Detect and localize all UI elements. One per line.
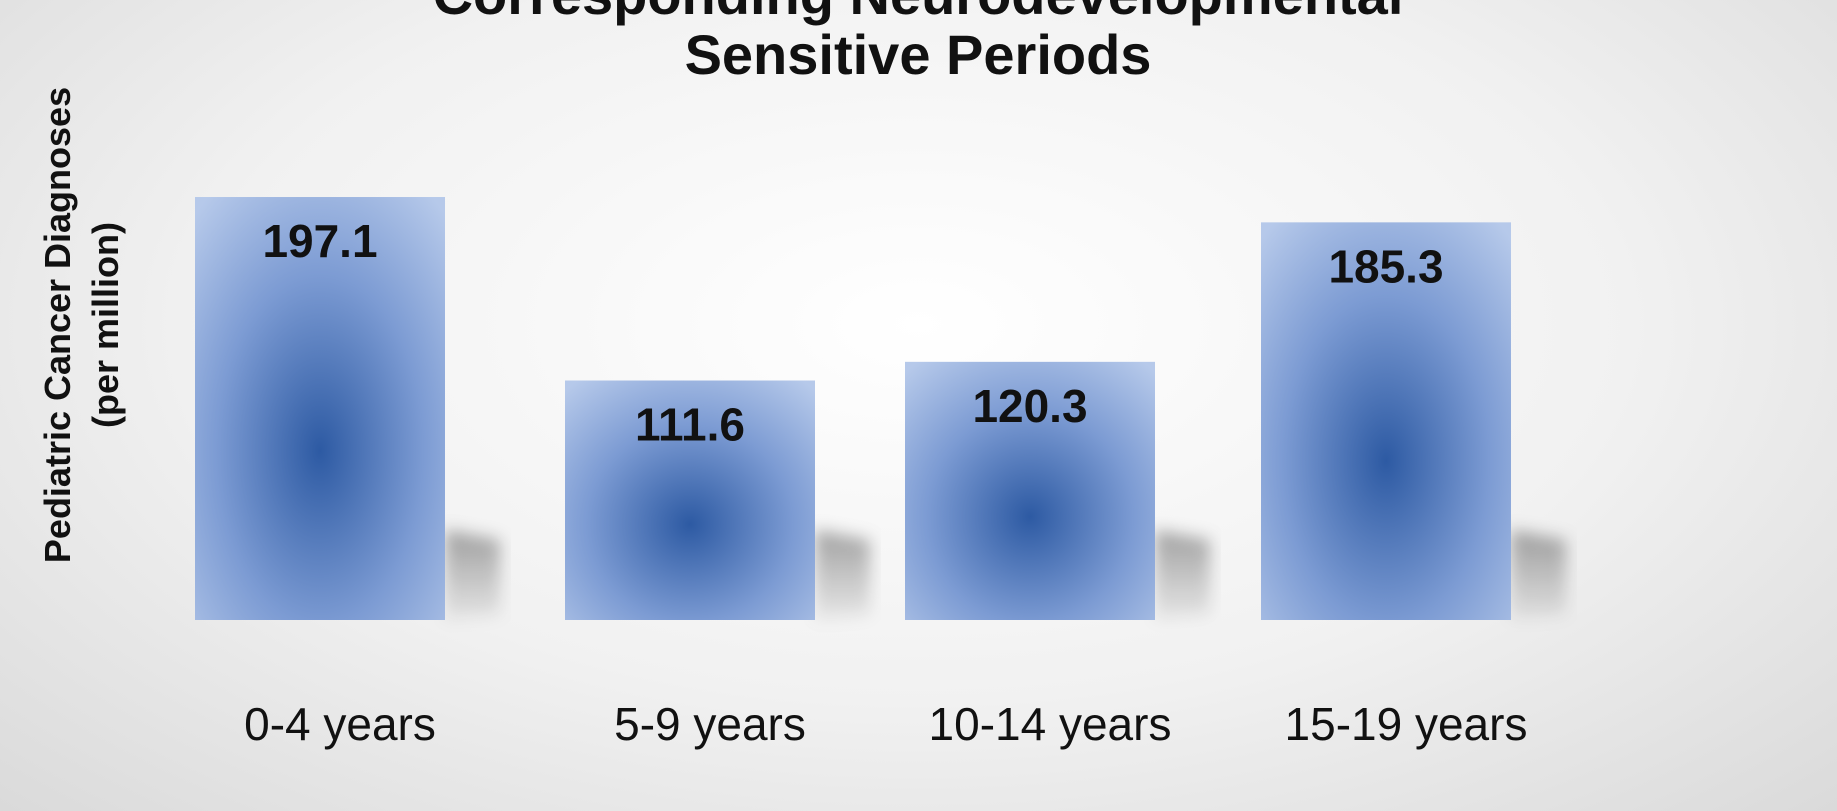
x-tick-label: 0-4 years (244, 698, 436, 750)
bar-shadow (815, 530, 870, 620)
x-tick-labels-group: 0-4 years 5-9 years 10-14 years 15-19 years (244, 698, 1527, 750)
bar-0-4-years (195, 197, 445, 620)
bar-shadow (1511, 530, 1566, 620)
bar-value-label: 197.1 (262, 215, 377, 267)
bar-15-19-years (1261, 222, 1511, 621)
bar-shadow (445, 530, 500, 620)
bars-group (195, 197, 1511, 621)
y-axis-label-line-1: Pediatric Cancer Diagnoses (37, 87, 78, 563)
x-tick-label: 10-14 years (929, 698, 1172, 750)
chart-title-line-1: Corresponding Neurodevelopmental (433, 0, 1404, 26)
bar-shadow (1155, 530, 1210, 620)
value-labels-group: 197.1 111.6 120.3 185.3 (262, 215, 1443, 450)
bar-10-14-years (905, 361, 1155, 620)
bar-value-label: 120.3 (972, 380, 1087, 432)
bar-5-9-years (565, 380, 815, 620)
bar-value-label: 185.3 (1328, 240, 1443, 292)
chart-title-line-2: Sensitive Periods (685, 23, 1152, 86)
x-tick-label: 5-9 years (614, 698, 806, 750)
y-axis-label-line-2: (per million) (85, 222, 126, 428)
bar-value-label: 111.6 (635, 399, 745, 451)
x-tick-label: 15-19 years (1285, 698, 1528, 750)
bar-shadows (445, 530, 1566, 620)
